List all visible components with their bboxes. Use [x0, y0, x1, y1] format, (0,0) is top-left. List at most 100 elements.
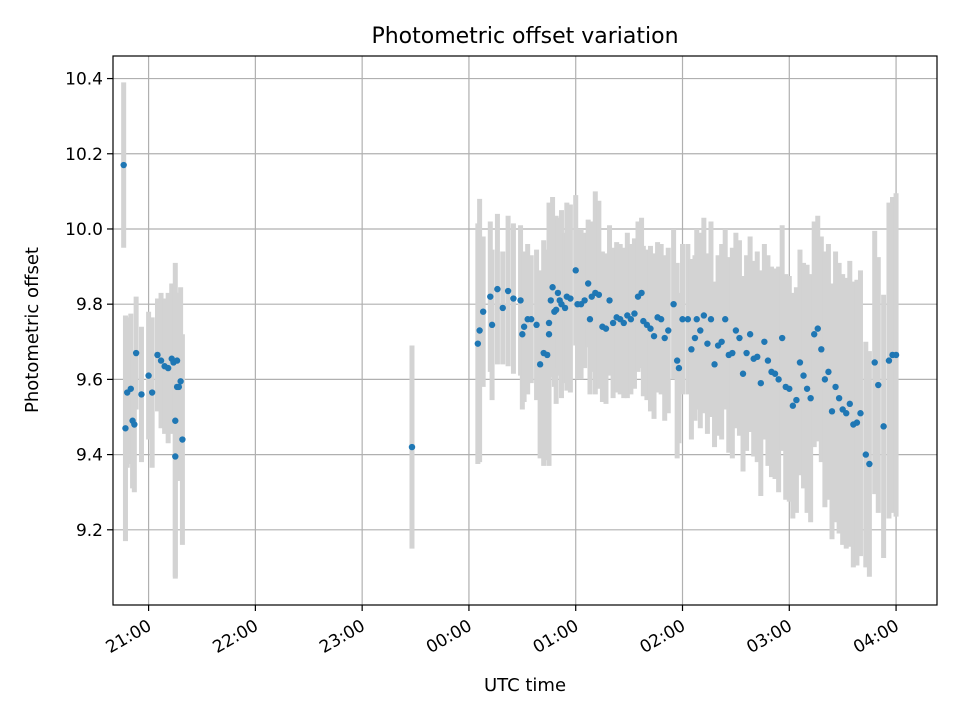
data-point [127, 385, 134, 392]
data-point [572, 267, 579, 274]
data-point [754, 353, 761, 361]
data-point [561, 304, 569, 312]
data-point [704, 340, 711, 347]
data-point [547, 297, 555, 304]
data-point [880, 423, 887, 430]
data-point [828, 408, 836, 415]
data-point [778, 334, 786, 342]
x-tick-label: 00:00 [423, 616, 475, 658]
x-tick-label: 21:00 [103, 616, 155, 658]
x-tick-label: 03:00 [743, 616, 795, 658]
data-point [494, 285, 501, 293]
data-point [148, 389, 156, 396]
data-point [661, 334, 668, 342]
data-point [627, 316, 635, 323]
data-point [807, 394, 814, 402]
data-point [609, 319, 617, 327]
y-tick-label: 10.4 [65, 70, 103, 90]
data-point [885, 357, 893, 364]
data-point [718, 338, 725, 345]
data-point [476, 327, 483, 334]
data-point [173, 357, 181, 364]
data-point [488, 321, 496, 329]
data-point [172, 453, 179, 460]
data-point [707, 316, 715, 323]
y-axis-label: Photometric offset [22, 247, 43, 413]
y-tick-label: 10.0 [65, 220, 103, 240]
data-point [120, 161, 127, 169]
data-point [517, 297, 524, 304]
data-point [764, 357, 772, 364]
data-point [138, 391, 145, 398]
y-tick-label: 9.2 [76, 521, 103, 541]
data-point [746, 331, 754, 338]
data-point [670, 300, 677, 308]
data-point [832, 383, 839, 391]
y-axis-ticks: 9.2 9.4 9.6 9.8 10.0 10.2 10.4 [65, 70, 113, 541]
data-point [761, 338, 768, 345]
data-point [693, 316, 700, 323]
y-tick-label: 10.2 [65, 145, 103, 165]
chart-title: Photometric offset variation [371, 24, 678, 49]
data-point [691, 334, 699, 342]
data-point [536, 361, 544, 368]
data-point [581, 297, 588, 304]
data-points [120, 161, 900, 468]
data-point [545, 319, 553, 327]
x-axis-label: UTC time [484, 675, 566, 696]
data-point [504, 287, 512, 295]
data-point [586, 316, 594, 323]
y-tick-label: 9.6 [76, 370, 103, 390]
data-point [857, 410, 864, 417]
data-point [552, 306, 560, 314]
data-point [172, 417, 179, 424]
data-point [528, 316, 535, 323]
data-point [179, 436, 186, 443]
data-point [175, 383, 183, 391]
y-tick-label: 9.4 [76, 446, 103, 466]
data-point [602, 325, 610, 332]
data-point [811, 331, 818, 338]
data-point [567, 295, 574, 302]
data-point [796, 359, 804, 366]
x-tick-label: 23:00 [316, 616, 368, 658]
data-point [786, 385, 793, 392]
data-point [825, 368, 832, 376]
data-point [835, 394, 843, 402]
data-point [499, 304, 506, 312]
y-tick-label: 9.8 [76, 295, 103, 315]
data-point [846, 400, 853, 408]
data-point [665, 327, 672, 334]
data-point [729, 349, 736, 357]
data-point [631, 310, 638, 317]
data-point [732, 327, 740, 334]
data-point [821, 376, 829, 383]
plot-frame [112, 55, 938, 606]
data-point [474, 340, 482, 347]
x-tick-label: 04:00 [850, 616, 902, 658]
data-point [519, 331, 526, 338]
data-point [853, 419, 861, 426]
data-point [157, 357, 165, 364]
data-point [789, 402, 797, 409]
data-point [818, 346, 825, 353]
data-point [520, 323, 528, 330]
data-point [154, 351, 161, 359]
data-point [673, 357, 681, 364]
data-point [866, 460, 873, 468]
data-point [408, 443, 416, 451]
data-point [862, 451, 870, 458]
data-point [875, 381, 882, 389]
data-point [164, 364, 172, 372]
data-point [803, 385, 811, 392]
data-point [688, 346, 695, 353]
data-point [739, 370, 747, 377]
data-point [657, 316, 665, 323]
data-point [620, 319, 627, 327]
data-point [892, 351, 900, 359]
x-tick-label: 02:00 [637, 616, 689, 658]
data-point [843, 410, 850, 417]
data-point [757, 379, 765, 387]
data-point [697, 327, 704, 334]
